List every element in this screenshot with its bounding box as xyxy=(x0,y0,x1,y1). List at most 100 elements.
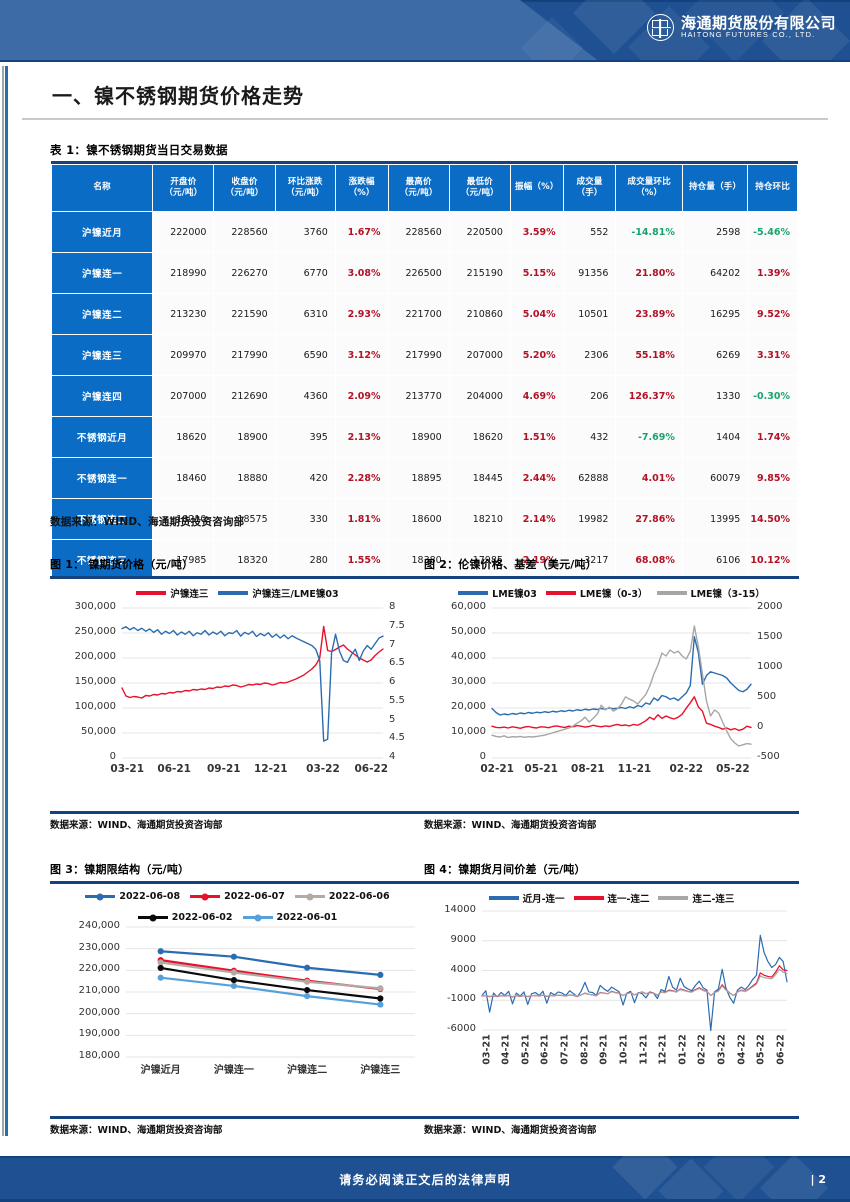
legend-swatch-icon xyxy=(658,896,689,900)
x-tick: 03-22 xyxy=(716,1034,728,1065)
cell-chg: 6770 xyxy=(274,252,336,294)
cell-low: 17985 xyxy=(448,539,511,581)
table-top-rule xyxy=(51,161,798,164)
cell-vol-chg: 21.80% xyxy=(615,252,683,294)
table-body: 沪镍近月 222000 228560 3760 1.67% 228560 220500 3.5… xyxy=(50,211,798,581)
x-tick: 05-21 xyxy=(520,1034,532,1065)
table-source-note: 数据来源：WIND、海通期货投资咨询部 xyxy=(50,516,245,528)
chart-panel-fig4: 图 4：镍期货月间价差（元/吨） 近月-连一 连一-连二 连二-连三 -6000 -1… xyxy=(424,861,799,1136)
chart-plot-fig2: 0 10,000 20,000 30,000 40,000 50,000 60,000 -50… xyxy=(424,600,799,788)
cell-vol: 91356 xyxy=(562,252,617,294)
chart-svg xyxy=(126,926,415,1058)
chart-source-fig4: 数据来源：WIND、海通期货投资咨询部 xyxy=(424,1125,597,1136)
y-left-tick: 40,000 xyxy=(451,651,486,662)
legend-item: 2022-06-01 xyxy=(242,912,338,923)
table-row: 不锈钢连二 18210 18575 330 1.81% 18600 18210 2.14% 19… xyxy=(50,498,798,540)
x-tick: 05-22 xyxy=(755,1034,767,1065)
cell-close: 18575 xyxy=(213,498,276,540)
x-category-label: 沪镍连三 xyxy=(360,1065,401,1076)
row-name-cell: 不锈钢连三 xyxy=(50,539,154,581)
col-name: 名称 xyxy=(50,164,154,212)
cell-chg: 395 xyxy=(274,416,336,458)
col-oi-change: 持仓环比 xyxy=(747,164,798,212)
y-right-tick: 7.5 xyxy=(389,619,405,631)
cell-close: 221590 xyxy=(213,293,276,335)
footer-top-rule xyxy=(0,1156,850,1158)
x-tick: 09-21 xyxy=(598,1034,610,1065)
table-caption: 表 1：镍不锈钢期货当日交易数据 xyxy=(50,143,228,157)
x-category-label: 沪镍连一 xyxy=(213,1065,254,1076)
y-left-tick: 300,000 xyxy=(74,601,116,612)
series-line xyxy=(491,625,752,747)
cell-low: 18210 xyxy=(448,498,511,540)
cell-amp: 2.14% xyxy=(509,498,564,540)
cell-open: 222000 xyxy=(152,211,215,253)
cell-vol: 19982 xyxy=(562,498,617,540)
chart-plot-fig4: -6000 -1000 4000 9000 14000 03-21 04-21 05-21 06… xyxy=(424,904,799,1090)
chart-body-fig2: LME镍03 LME镍（0-3） LME镍（3-15） 0 10,000 20,000 3… xyxy=(424,579,799,811)
cell-vol: 206 xyxy=(562,375,617,417)
y-left-tick: 240,000 xyxy=(78,920,120,931)
chart-svg xyxy=(491,607,752,759)
footer-bottom-rule xyxy=(0,1199,850,1202)
legend-label: 连二-连三 xyxy=(692,894,735,905)
chart-title-fig1: 图 1： 镍期货价格（元/吨） xyxy=(50,558,194,571)
y-right-tick: -500 xyxy=(757,751,780,762)
chart-panel-fig2: 图 2：伦镍价格、基差（美元/吨） LME镍03 LME镍（0-3） LME镍（3-… xyxy=(424,556,799,831)
x-tick: 09-21 xyxy=(206,763,241,775)
chart-bottom-rule-fig2 xyxy=(424,811,799,814)
x-tick: 04-22 xyxy=(736,1034,748,1065)
company-name-en: HAITONG FUTURES CO., LTD. xyxy=(680,30,816,40)
x-tick: 05-22 xyxy=(716,763,750,775)
page-footer: 请务必阅读正文后的法律声明 | 2 xyxy=(0,1156,850,1202)
cell-vol: 3217 xyxy=(562,539,617,581)
chart-top-rule-fig2 xyxy=(424,576,799,579)
legend-item: 连二-连三 xyxy=(658,891,734,905)
cell-vol: 432 xyxy=(562,416,617,458)
cell-amp: 5.15% xyxy=(509,252,564,294)
legend-item: 沪镍连三/LME镍03 xyxy=(218,586,339,600)
legend-item: 2022-06-07 xyxy=(190,891,285,902)
col-open-interest: 持仓量（手） xyxy=(681,164,749,212)
row-name-cell: 不锈钢连二 xyxy=(50,498,154,540)
x-tick: 03-21 xyxy=(481,1034,493,1065)
row-name-cell: 沪镍近月 xyxy=(50,211,154,253)
legend-item: LME镍03 xyxy=(458,586,537,600)
y-left-tick: 10,000 xyxy=(451,726,486,737)
cell-high: 18895 xyxy=(387,457,450,499)
legend-label: 2022-06-01 xyxy=(276,912,338,923)
page-header: 海通期货股份有限公司 HAITONG FUTURES CO., LTD. xyxy=(0,0,850,62)
legend-item: 2022-06-02 xyxy=(137,912,233,923)
legend-swatch-icon xyxy=(242,915,273,920)
y-right-tick: 6 xyxy=(389,676,396,687)
cell-low: 220500 xyxy=(448,211,511,253)
cell-low: 207000 xyxy=(448,334,511,376)
table-row: 沪镍连一 218990 226270 6770 3.08% 226500 215190 5.1… xyxy=(50,252,798,294)
series-marker xyxy=(157,959,164,966)
legend-item: 2022-06-08 xyxy=(85,891,180,902)
row-name-cell: 沪镍连二 xyxy=(50,293,154,335)
table-header-row: 名称 开盘价 （元/吨） 收盘价 （元/吨） 环比涨跌 （元/吨） 涨跌幅 （%） 最高… xyxy=(50,164,798,212)
chart-title-fig3: 图 3：镍期限结构（元/吨） xyxy=(50,863,190,876)
cell-oi-chg: 14.50% xyxy=(747,498,798,540)
title-underline xyxy=(22,118,828,120)
cell-oi: 2598 xyxy=(681,211,749,253)
x-tick: 06-22 xyxy=(775,1034,787,1065)
cell-close: 217990 xyxy=(213,334,276,376)
cell-oi: 6106 xyxy=(681,539,749,581)
x-tick: 04-21 xyxy=(500,1034,512,1065)
legend-item: 连一-连二 xyxy=(573,891,649,905)
header-band xyxy=(0,0,600,62)
chart-svg xyxy=(121,607,384,759)
y-left-tick: 20,000 xyxy=(451,701,486,712)
col-open: 开盘价 （元/吨） xyxy=(152,164,215,212)
cell-vol: 2306 xyxy=(562,334,617,376)
cell-chg: 6590 xyxy=(274,334,336,376)
y-left-tick: 60,000 xyxy=(451,601,486,612)
series-marker xyxy=(230,953,237,960)
legend-item: 沪镍连三 xyxy=(136,586,208,600)
chart-source-fig3: 数据来源：WIND、海通期货投资咨询部 xyxy=(50,1125,223,1136)
left-margin-rule-outer xyxy=(2,66,4,1136)
y-left-tick: 230,000 xyxy=(78,941,120,953)
cell-chg: 420 xyxy=(274,457,336,499)
